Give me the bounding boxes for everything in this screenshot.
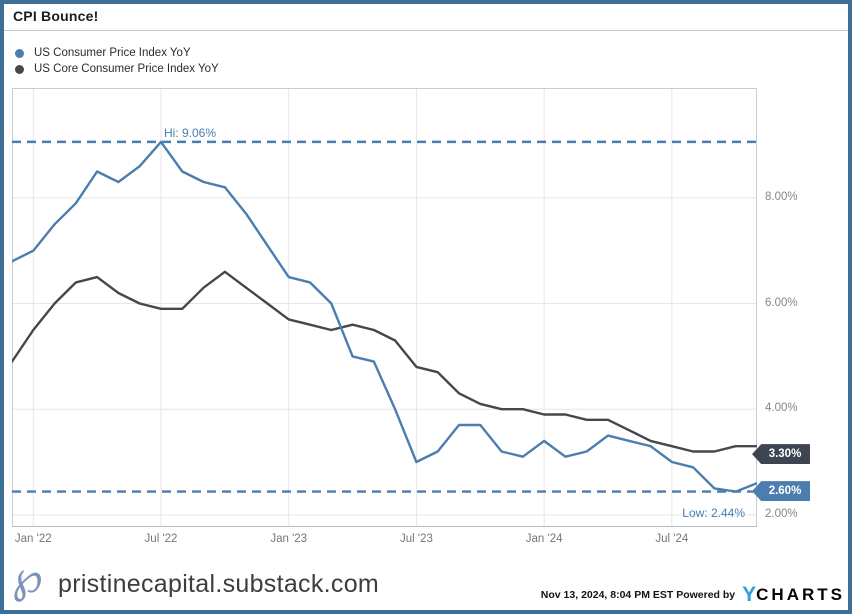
legend-item-core-cpi: US Core Consumer Price Index YoY xyxy=(15,61,219,77)
end-badge-core-cpi-value: 3.30% xyxy=(768,448,802,461)
legend-dot-cpi-icon xyxy=(15,48,24,58)
ycharts-y-icon: Y xyxy=(742,583,757,606)
x-tick-label: Jan '22 xyxy=(14,533,52,545)
legend-label-core-cpi: US Core Consumer Price Index YoY xyxy=(34,63,219,75)
hi-annotation: Hi: 9.06% xyxy=(164,125,217,140)
x-tick-label: Jul '22 xyxy=(144,533,178,545)
legend-label-cpi: US Consumer Price Index YoY xyxy=(34,47,191,59)
end-badge-core-cpi: 3.30% xyxy=(752,444,810,465)
pristine-capital-logo-icon: ℘ xyxy=(12,553,43,602)
legend-dot-core-cpi-icon xyxy=(15,64,24,74)
footer-attribution: Nov 13, 2024, 8:04 PM EST Powered by Y C… xyxy=(540,583,845,606)
ycharts-wordmark: CHARTS xyxy=(756,585,845,604)
ycharts-logo: Y CHARTS xyxy=(742,583,845,606)
title-divider xyxy=(4,30,848,31)
x-tick-label: Jul '23 xyxy=(399,533,433,545)
legend: US Consumer Price Index YoY US Core Cons… xyxy=(15,45,219,77)
y-tick-label: 8.00% xyxy=(765,190,798,203)
end-badge-cpi-value: 2.60% xyxy=(768,485,802,498)
y-tick-label: 6.00% xyxy=(765,296,798,309)
y-tick-label: 4.00% xyxy=(765,402,798,415)
line-chart xyxy=(12,88,757,527)
x-tick-label: Jan '24 xyxy=(525,533,563,545)
x-tick-label: Jan '23 xyxy=(270,533,308,545)
chart-title: CPI Bounce! xyxy=(13,8,99,24)
footer-timestamp: Nov 13, 2024, 8:04 PM EST Powered by xyxy=(540,589,736,601)
end-badge-cpi: 2.60% xyxy=(752,481,810,502)
x-tick-label: Jul '24 xyxy=(655,533,689,545)
legend-item-cpi: US Consumer Price Index YoY xyxy=(15,45,219,61)
y-tick-label: 2.00% xyxy=(765,507,798,520)
low-annotation: Low: 2.44% xyxy=(682,505,745,520)
footer-site-url: pristinecapital.substack.com xyxy=(58,570,380,598)
